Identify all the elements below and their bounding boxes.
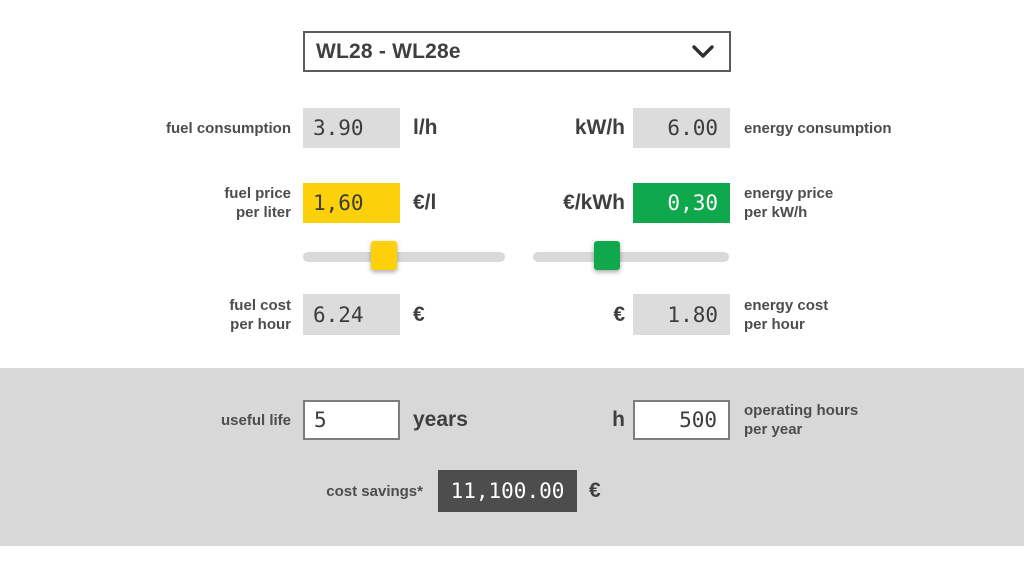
operating-hours-input[interactable] xyxy=(633,400,730,440)
energy-price-slider-handle[interactable] xyxy=(594,241,621,270)
fuel-consumption-value: 3.90 xyxy=(303,108,400,148)
useful-life-label: useful life xyxy=(220,411,291,429)
energy-price-slider[interactable] xyxy=(533,241,729,271)
operating-hours-unit: h xyxy=(612,408,625,431)
energy-price-slider-track[interactable] xyxy=(533,252,729,262)
cost-savings-value: 11,100.00 xyxy=(438,470,577,512)
fuel-consumption-unit: l/h xyxy=(413,116,438,139)
useful-life-input[interactable] xyxy=(303,400,400,440)
cost-savings-label: cost savings* xyxy=(326,482,423,500)
fuel-price-unit: €/l xyxy=(413,191,437,214)
energy-consumption-label: energy consumption xyxy=(744,119,892,137)
model-select[interactable]: WL28 - WL28e xyxy=(303,31,731,72)
energy-price-label: energy price per kW/h xyxy=(744,185,834,221)
useful-life-unit: years xyxy=(413,408,468,431)
cost-savings-unit: € xyxy=(589,479,601,502)
energy-cost-value: 1.80 xyxy=(633,294,730,335)
bottom-section-background xyxy=(0,368,1024,546)
energy-price-value[interactable]: 0,30 xyxy=(633,183,730,223)
fuel-consumption-label: fuel consumption xyxy=(166,119,291,137)
energy-cost-label: energy cost per hour xyxy=(744,296,829,333)
fuel-price-label: fuel price per liter xyxy=(224,185,291,221)
operating-hours-label: operating hours per year xyxy=(744,402,859,438)
fuel-price-slider[interactable] xyxy=(303,241,505,271)
fuel-price-value[interactable]: 1,60 xyxy=(303,183,400,223)
energy-consumption-value: 6.00 xyxy=(633,108,730,148)
chevron-down-icon xyxy=(691,44,715,59)
fuel-cost-unit: € xyxy=(413,302,425,326)
energy-consumption-unit: kW/h xyxy=(574,116,625,139)
model-select-value: WL28 - WL28e xyxy=(316,39,461,63)
fuel-cost-label: fuel cost per hour xyxy=(229,296,291,333)
energy-cost-unit: € xyxy=(613,302,625,326)
energy-price-unit: €/kWh xyxy=(563,191,625,214)
fuel-price-slider-handle[interactable] xyxy=(370,241,397,270)
fuel-cost-value: 6.24 xyxy=(303,294,400,335)
fuel-price-slider-track[interactable] xyxy=(303,252,505,262)
